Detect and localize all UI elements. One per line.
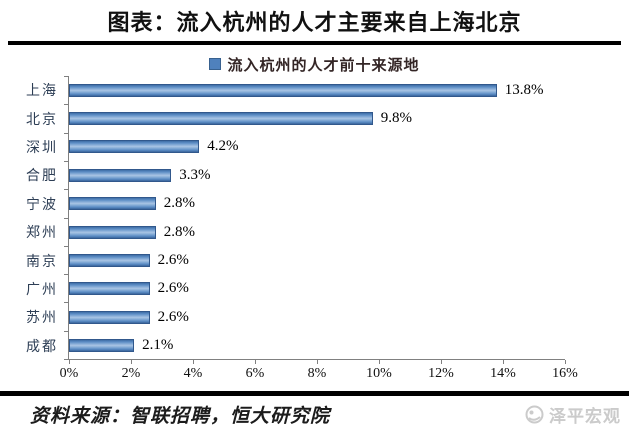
category-label: 上海 <box>26 84 58 100</box>
legend-label: 流入杭州的人才前十来源地 <box>227 57 420 74</box>
x-tick <box>255 360 256 364</box>
x-tick-label: 6% <box>245 366 265 381</box>
bar <box>69 83 497 97</box>
bar-row: 9.8% <box>69 104 565 132</box>
y-tick <box>64 76 68 77</box>
x-tick <box>131 360 132 364</box>
bar <box>69 339 135 353</box>
watermark-logo-icon <box>525 405 544 424</box>
value-label: 2.6% <box>157 280 189 297</box>
y-tick <box>64 245 68 247</box>
category-label: 南京 <box>26 254 58 270</box>
y-tick <box>64 302 68 304</box>
y-tick <box>64 160 68 162</box>
value-label: 4.2% <box>207 138 239 155</box>
x-tick-label: 10% <box>366 366 392 381</box>
category-label: 合肥 <box>26 169 58 185</box>
bar-chart: 上海北京深圳合肥宁波郑州南京广州苏州成都 13.8% 9.8% 4.2% 3.3% 2.… <box>0 76 629 384</box>
top-divider <box>8 41 621 45</box>
bar-row: 3.3% <box>69 161 565 189</box>
bar-row: 2.6% <box>69 303 565 331</box>
bar <box>69 168 172 182</box>
y-tick <box>64 132 68 134</box>
x-tick <box>441 360 442 364</box>
bar <box>69 254 150 268</box>
watermark-text: 泽平宏观 <box>549 407 621 426</box>
value-label: 3.3% <box>179 166 211 183</box>
watermark: 泽平宏观 <box>525 402 621 427</box>
x-tick <box>69 360 70 364</box>
legend: 流入杭州的人才前十来源地 <box>0 56 629 74</box>
category-label: 广州 <box>26 283 58 299</box>
value-label: 2.1% <box>142 337 174 354</box>
x-tick-label: 0% <box>59 366 79 381</box>
value-label: 2.8% <box>163 195 196 212</box>
y-tick <box>64 217 68 219</box>
category-label: 苏州 <box>26 311 58 327</box>
y-axis-labels: 上海北京深圳合肥宁波郑州南京广州苏州成都 <box>0 76 68 360</box>
bar <box>69 112 373 126</box>
bottom-divider <box>0 391 629 396</box>
value-label: 13.8% <box>504 81 544 98</box>
x-tick-label: 14% <box>490 366 516 381</box>
bar <box>69 197 156 211</box>
legend-swatch-icon <box>209 58 222 70</box>
value-label: 2.8% <box>163 223 196 240</box>
category-label: 成都 <box>26 339 58 355</box>
x-tick-label: 16% <box>552 366 578 381</box>
value-label: 2.6% <box>157 308 189 325</box>
x-tick <box>379 360 380 364</box>
bar <box>69 282 150 296</box>
bar <box>69 310 150 324</box>
bar <box>69 225 156 239</box>
y-tick <box>64 189 68 191</box>
y-tick <box>64 104 68 106</box>
category-label: 北京 <box>26 112 58 128</box>
bar-row: 2.6% <box>69 246 565 274</box>
y-tick <box>64 359 68 360</box>
bar <box>69 140 200 154</box>
y-tick <box>64 330 68 332</box>
category-label: 郑州 <box>26 226 58 242</box>
bar-row: 2.8% <box>69 190 565 218</box>
x-tick <box>193 360 194 364</box>
x-tick-label: 8% <box>307 366 327 381</box>
footer: 资料来源：智联招聘，恒大研究院 泽平宏观 <box>0 396 629 428</box>
page-title: 图表：流入杭州的人才主要来自上海北京 <box>107 10 522 35</box>
value-label: 2.6% <box>157 252 189 269</box>
x-tick <box>317 360 318 364</box>
category-label: 深圳 <box>26 141 58 157</box>
y-tick <box>64 274 68 276</box>
bar-row: 2.8% <box>69 218 565 246</box>
bar-row: 2.6% <box>69 275 565 303</box>
bar-row: 2.1% <box>69 332 565 360</box>
x-tick <box>565 360 566 364</box>
x-tick-label: 2% <box>121 366 141 381</box>
x-tick <box>503 360 504 364</box>
category-label: 宁波 <box>26 197 58 213</box>
bar-row: 4.2% <box>69 133 565 161</box>
source-note: 资料来源：智联招聘，恒大研究院 <box>30 406 331 427</box>
bar-row: 13.8% <box>69 76 565 104</box>
plot-area: 13.8% 9.8% 4.2% 3.3% 2.8% 2.8% 2.6% 2.6% 2.6% 2.1… <box>60 76 578 381</box>
value-label: 9.8% <box>380 110 413 127</box>
x-tick-label: 12% <box>428 366 454 381</box>
x-tick-label: 4% <box>183 366 203 381</box>
